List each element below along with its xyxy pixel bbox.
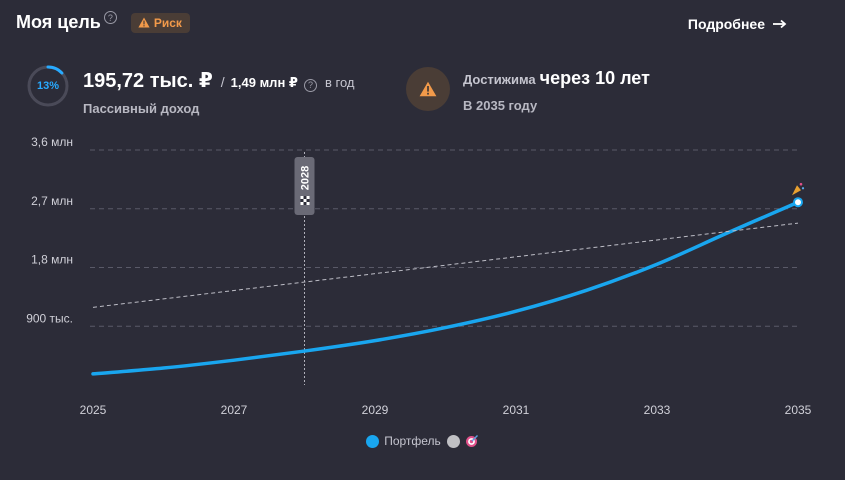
progress-percent: 13% [36,80,60,92]
growth-chart: 900 тыс. 1,8 млн 2,7 млн 3,6 млн 2025 2027 202… [26,135,812,417]
legend-item-goal[interactable] [446,434,479,448]
target-icon [465,435,478,447]
income-separator: / [220,74,225,90]
y-tick-label: 2,7 млн [31,194,73,208]
progress-ring: 13% [26,64,70,108]
reach-prefix: Достижима [463,72,536,87]
portfolio-line [91,200,800,376]
question-circle-icon[interactable]: ? [303,78,317,92]
question-circle-icon[interactable]: ? [103,11,117,24]
more-details-label: Подробнее [687,16,765,32]
reach-caption: В 2035 году [463,98,538,113]
y-tick-label: 900 тыс. [26,311,73,325]
x-tick-label: 2035 [785,403,812,417]
legend-item-portfolio[interactable]: Портфель [366,434,441,448]
income-target: 1,49 млн ₽ [230,75,298,90]
flag-icon-cell [300,202,304,205]
goal-header: Моя цель ? Риск [16,11,190,33]
year-marker-label: 2028 [300,166,312,190]
chart-legend: Портфель [0,434,845,448]
x-tick-label: 2033 [644,403,671,417]
flag-icon-cell [300,196,304,199]
x-tick-label: 2031 [503,403,530,417]
flag-icon-cell [303,202,307,205]
income-amount: 195,72 тыс. ₽ [83,70,213,92]
risk-badge[interactable]: Риск [130,12,190,33]
flag-icon-cell [303,196,307,199]
arrow-right-icon [773,19,787,29]
portfolio-end-point [793,197,803,208]
goal-trend-line [92,222,799,308]
passive-income-block: 195,72 тыс. ₽ / 1,49 млн ₽ ? в год Пасси… [83,68,354,116]
y-tick-label: 1,8 млн [31,253,73,267]
legend-label-portfolio: Портфель [384,434,441,448]
flag-icon-cell [306,202,310,205]
confetti-dot [799,182,803,186]
income-caption: Пассивный доход [83,101,200,116]
warning-icon [419,81,437,97]
warning-icon [138,17,150,28]
reachability-block: Достижима через 10 лет В 2035 году [463,68,650,113]
flag-icon-cell [306,199,310,202]
flag-icon-cell [300,199,304,202]
party-popper-icon [792,185,801,196]
x-tick-label: 2029 [362,403,389,417]
flag-icon-cell [303,199,307,202]
more-details-link[interactable]: Подробнее [688,16,787,32]
legend-dot-portfolio [366,434,380,448]
warning-circle [406,67,450,111]
income-period: в год [324,75,355,90]
y-tick-label: 3,6 млн [31,135,73,149]
risk-label: Риск [153,15,182,30]
x-tick-label: 2025 [80,403,107,417]
legend-dot-goal [446,434,460,448]
page-title: Моя цель [16,12,101,32]
confetti-dot [801,187,805,190]
reach-value: через 10 лет [539,68,650,88]
x-tick-label: 2027 [221,403,248,417]
flag-icon-cell [306,196,310,199]
